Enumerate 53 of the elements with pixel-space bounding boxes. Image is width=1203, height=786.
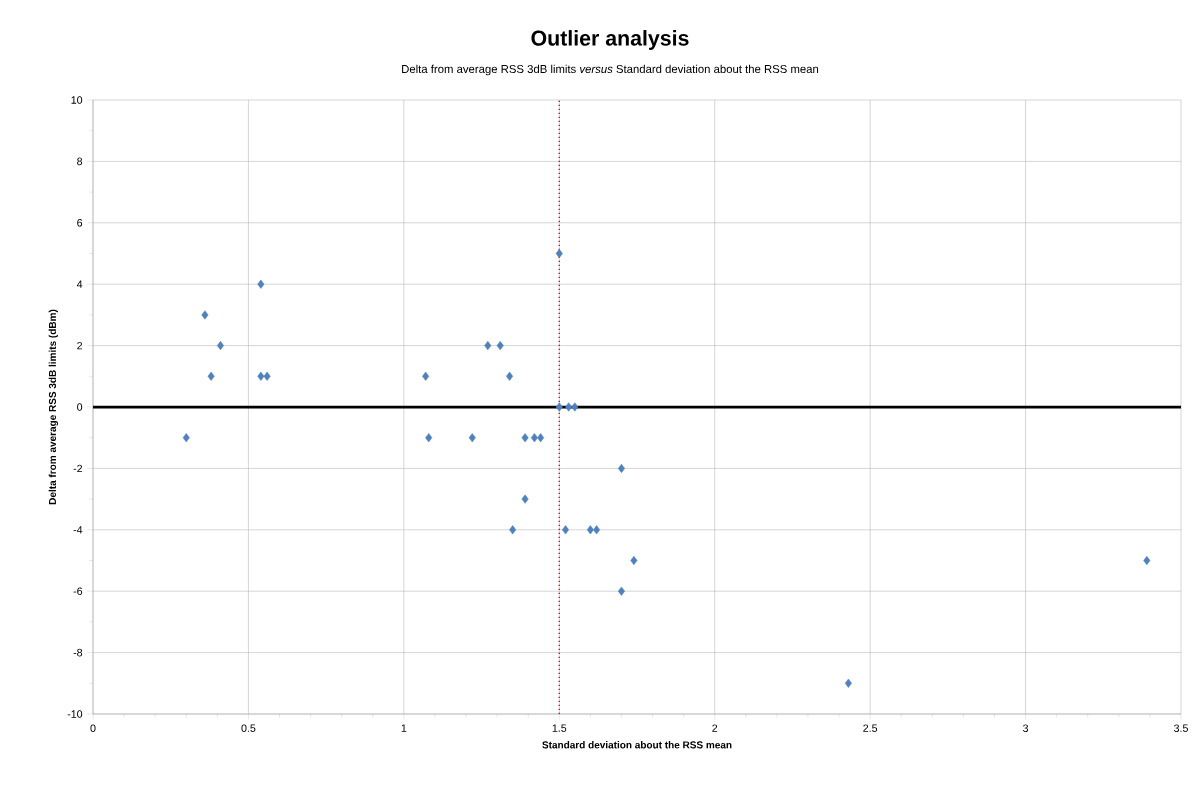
point [1143,555,1151,566]
y-axis-title: Delta from average RSS 3dB limits (dBm) [48,309,59,505]
point [468,433,476,443]
point [537,433,545,443]
x-tick-label: 2.5 [863,724,878,732]
point [257,371,265,381]
x-tick-label: 3 [1023,724,1029,732]
y-tick-label: 6 [77,219,83,227]
point [506,371,514,381]
y-tick-label: 10 [71,96,83,104]
point [263,371,271,381]
y-tick-label: -6 [73,587,83,595]
point [425,433,433,443]
point [216,341,224,351]
y-tick-label: 0 [77,403,83,411]
x-tick-label: 3.5 [1173,724,1188,732]
point [201,310,209,320]
x-axis-title: Standard deviation about the RSS mean [542,741,732,749]
x-tick-label: 0.5 [241,724,256,732]
point [555,248,563,259]
point [630,555,638,566]
chart-subtitle: Delta from average RSS 3dB limits versus Standard deviation about the RSS mean [402,64,819,76]
y-tick-label: 2 [77,341,83,350]
y-tick-label: 8 [77,157,83,166]
point [530,433,538,443]
point [844,678,852,688]
point [484,341,492,351]
point [207,371,215,381]
point [565,402,573,412]
point [555,402,563,412]
x-tick-label: 2 [712,724,718,732]
point [496,341,504,351]
point [521,433,529,443]
point [617,463,625,473]
point [617,586,625,596]
point [182,433,190,443]
y-tick-label: -8 [73,648,83,657]
y-tick-label: -4 [73,526,83,534]
x-tick-label: 1.5 [552,724,567,732]
point [257,279,265,289]
point [521,494,529,504]
point [571,402,579,412]
x-tick-label: 0 [90,724,96,732]
point [422,371,430,381]
x-tick-label: 1 [401,724,407,732]
y-tick-label: -2 [73,464,83,473]
chart-title: Outlier analysis [531,30,689,50]
point [593,525,601,535]
y-tick-label: -10 [67,710,83,718]
point [509,525,517,535]
point [562,525,569,535]
y-tick-label: 4 [76,280,83,288]
point [586,525,594,535]
